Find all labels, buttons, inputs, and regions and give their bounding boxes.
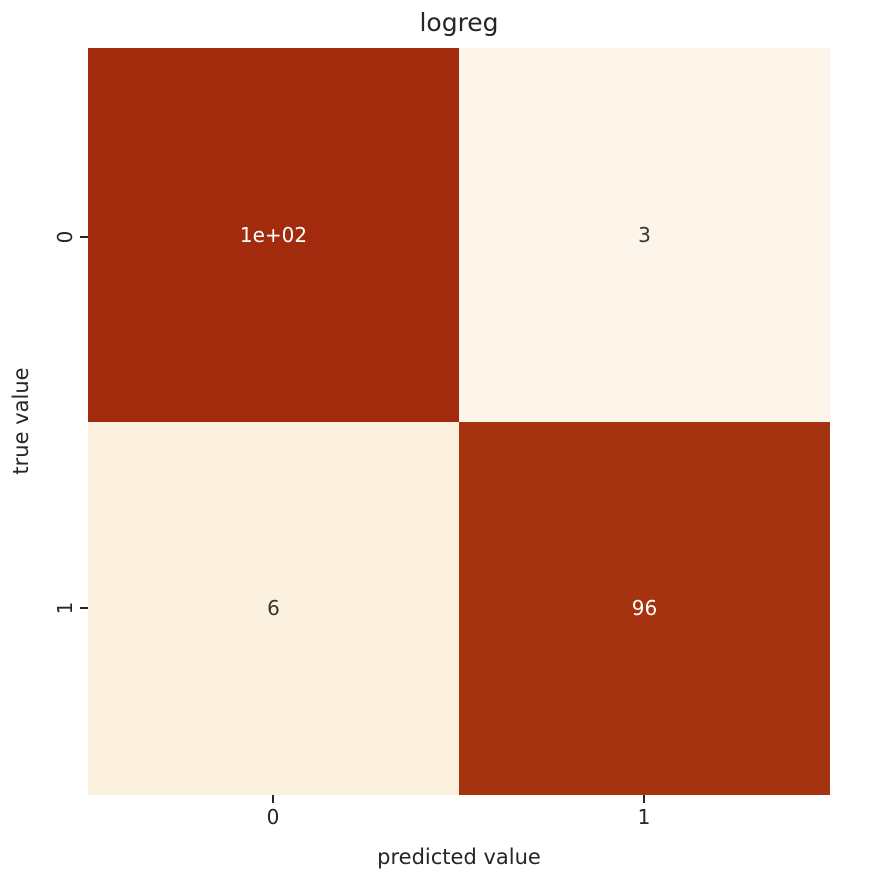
x-tick-mark-0 [272, 795, 274, 803]
x-tick-label-1: 1 [637, 805, 651, 829]
heatmap-cell-true0-pred1: 3 [459, 48, 830, 422]
heatmap-cell-true1-pred1: 96 [459, 421, 830, 795]
heatmap-cell-true0-pred0: 1e+02 [88, 48, 459, 422]
x-tick-label-0: 0 [266, 805, 280, 829]
chart-title: logreg [419, 8, 499, 37]
y-tick-mark-1 [80, 607, 88, 609]
heatmap-cell-true1-pred0: 6 [88, 421, 459, 795]
y-axis-label: true value [9, 367, 33, 475]
y-tick-label-1: 1 [53, 601, 77, 615]
x-tick-mark-1 [643, 795, 645, 803]
y-tick-mark-0 [80, 236, 88, 238]
heatmap-grid: 1e+02 3 6 96 [88, 48, 830, 795]
x-axis-label: predicted value [377, 845, 541, 869]
y-tick-label-0: 0 [53, 230, 77, 244]
